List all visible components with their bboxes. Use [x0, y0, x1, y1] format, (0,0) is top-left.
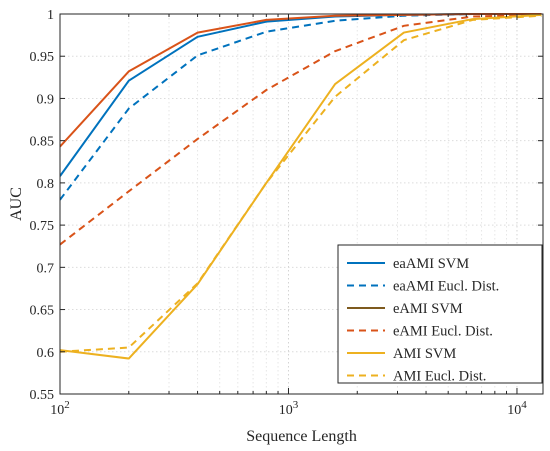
y-tick-label: 0.9	[37, 92, 55, 107]
series-line-5	[60, 14, 542, 353]
x-axis-label: Sequence Length	[246, 428, 357, 445]
legend-label: eaAMI SVM	[393, 256, 469, 272]
y-tick-label: 0.8	[37, 177, 55, 192]
legend-label: eAMI Eucl. Dist.	[393, 324, 493, 340]
y-tick-label: 0.95	[30, 50, 55, 65]
series-line-2	[60, 13, 542, 148]
legend-label: eAMI SVM	[393, 301, 463, 317]
legend: eaAMI SVM eaAMI Eucl. Dist. eAMI SVM eAMI E…	[337, 244, 543, 385]
x-tick-label: 102	[50, 399, 70, 418]
y-tick-label: 0.85	[30, 135, 55, 150]
series-line-1	[60, 13, 542, 201]
y-tick-label: 0.7	[37, 261, 55, 276]
legend-label: eaAMI Eucl. Dist.	[393, 279, 499, 295]
y-tick-label: 0.75	[30, 219, 55, 234]
y-tick-label: 0.65	[30, 304, 55, 319]
legend-label: AMI SVM	[393, 346, 456, 362]
y-tick-label: 1	[47, 8, 54, 23]
x-tick-label: 104	[507, 399, 527, 418]
legend-box	[337, 244, 543, 384]
y-axis-label: AUC	[8, 187, 25, 221]
y-tick-label: 0.6	[37, 346, 55, 361]
y-tick-label: 0.55	[30, 388, 55, 403]
series-line-3	[60, 13, 542, 246]
legend-label: AMI Eucl. Dist.	[393, 369, 486, 385]
series-line-4	[60, 13, 542, 360]
plot-frame	[59, 13, 544, 395]
series-line-0	[60, 13, 542, 177]
x-tick-label: 103	[279, 399, 299, 418]
axis-ticks: 0.55 0.6 0.65 0.7 0.75 0.8 0.85 0.9 0.95 1 102 103 1…	[30, 8, 543, 418]
